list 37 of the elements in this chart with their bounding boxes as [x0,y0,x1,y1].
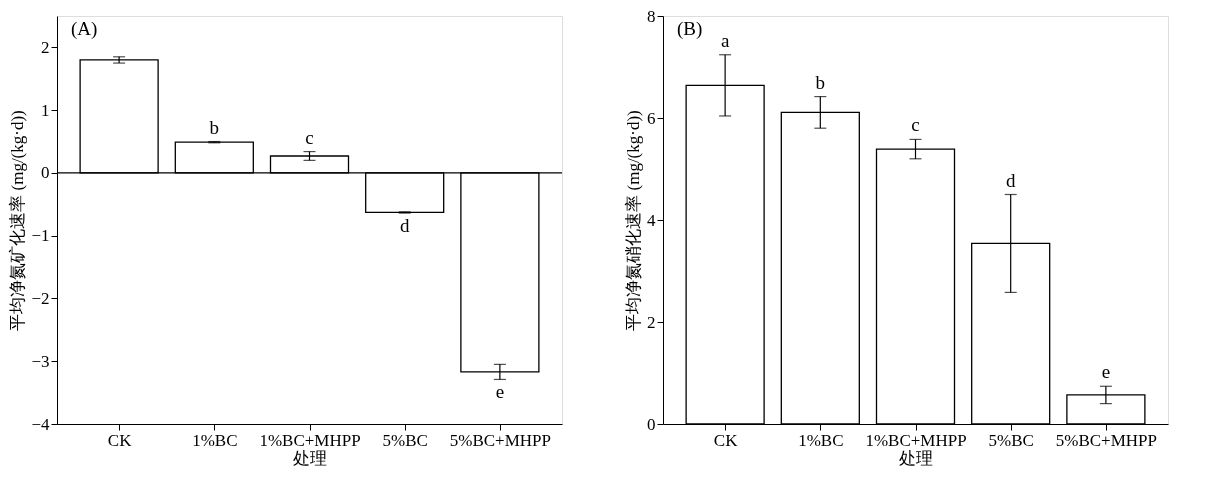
y-tick-label: −1 [31,226,50,246]
y-tick-label: 6 [647,108,656,128]
x-tick-label: CK [107,430,133,450]
y-tick-label: 2 [41,37,50,57]
y-tick-label: 8 [647,6,656,26]
x-tick-label: 5%BC+MHPP [1055,430,1157,450]
data-label: c [911,114,920,136]
y-tick-label: 1 [41,100,50,120]
data-label: b [209,116,220,138]
x-axis-title: 处理 [899,448,933,468]
x-axis-title: 处理 [293,448,327,468]
data-label: c [305,126,314,148]
x-tick-label: 5%BC [382,430,428,450]
chart-title: (B) [677,18,703,40]
y-tick-label: −2 [31,288,50,308]
x-tick-label: CK [713,430,739,450]
x-tick-label: 1%BC [192,430,238,450]
x-tick-label: 1%BC+MHPP [259,430,361,450]
y-tick-label: 2 [647,312,656,332]
x-tick-label: 5%BC [988,430,1034,450]
data-label: e [1101,361,1111,383]
data-label: b [815,71,826,93]
y-tick-label: −4 [31,414,50,434]
data-label: d [399,215,410,237]
y-tick-label: 0 [647,414,656,434]
chart-title: (A) [71,18,98,40]
x-tick-label: 1%BC+MHPP [865,430,967,450]
y-tick-label: 4 [647,210,656,230]
y-axis-title: 平均净氮硝化速率 (mg/(kg·d)) [624,110,643,331]
y-tick-label: −3 [31,351,50,371]
x-tick-label: 1%BC [798,430,844,450]
data-label: a [720,29,730,51]
y-tick-label: 0 [41,163,50,183]
y-axis-title: 平均净氮矿化速率 (mg/(kg·d)) [8,110,28,331]
data-label: d [1005,169,1016,191]
data-label: e [495,381,505,403]
x-tick-label: 5%BC+MHPP [449,430,551,450]
